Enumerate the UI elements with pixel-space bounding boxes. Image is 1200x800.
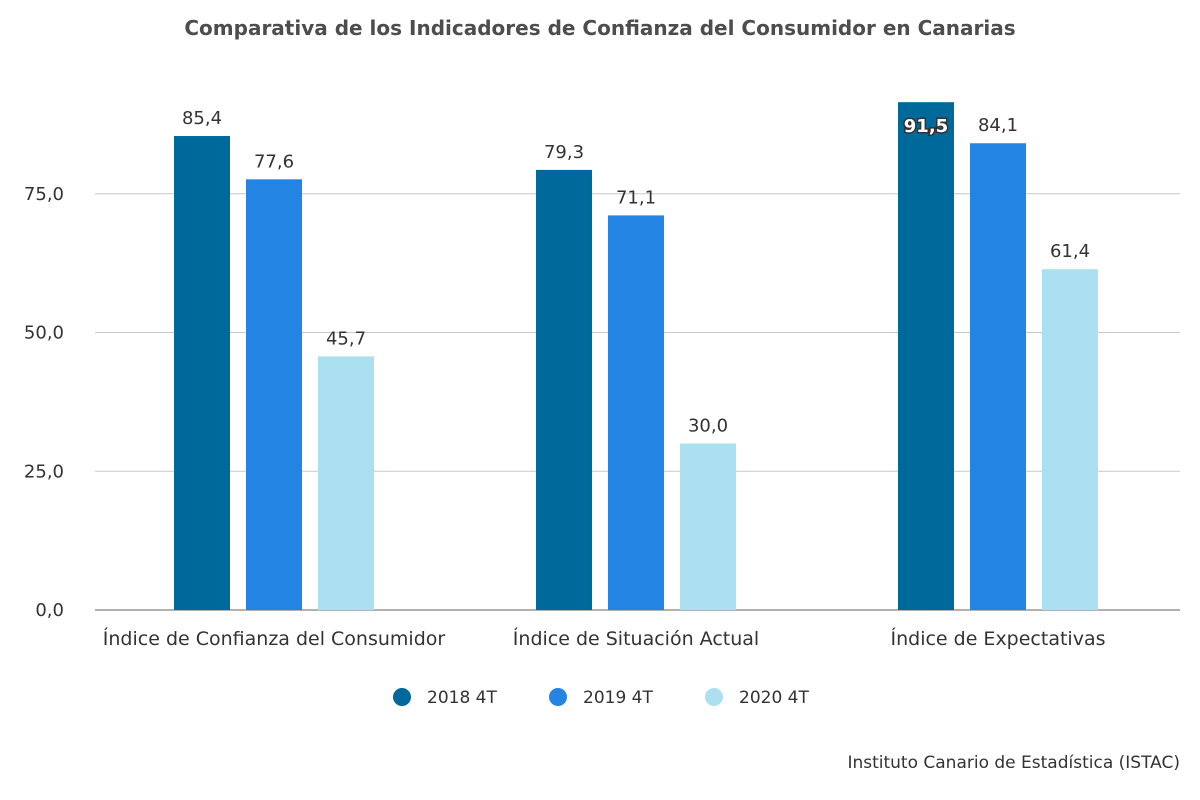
y-tick-label: 25,0 xyxy=(24,461,64,482)
bar-2018-4t-2[interactable] xyxy=(536,169,592,610)
bar-2018-4t-3[interactable] xyxy=(898,102,954,611)
bar-2020-4t-3[interactable] xyxy=(1042,269,1098,610)
y-tick-label: 75,0 xyxy=(24,184,64,205)
category-label: Índice de Expectativas xyxy=(890,627,1105,650)
data-label: 77,6 xyxy=(254,151,294,172)
y-tick-label: 50,0 xyxy=(24,323,64,344)
legend-label: 2018 4T xyxy=(427,688,497,708)
y-axis-ticks: 0,0 25,0 50,0 75,0 xyxy=(24,184,64,621)
legend-marker xyxy=(549,688,567,706)
data-label: 45,7 xyxy=(326,328,366,349)
category-label: Índice de Confianza del Consumidor xyxy=(103,627,446,650)
legend-marker xyxy=(393,688,411,706)
legend-item-2019-4t[interactable]: 2019 4T xyxy=(549,688,653,708)
bar-2019-4t-3[interactable] xyxy=(970,143,1026,610)
bar-2020-4t-2[interactable] xyxy=(680,443,736,611)
legend-item-2020-4t[interactable]: 2020 4T xyxy=(705,688,809,708)
bar-2018-4t-1[interactable] xyxy=(174,136,230,610)
data-label: 71,1 xyxy=(616,187,656,208)
bar-2019-4t-2[interactable] xyxy=(608,215,664,610)
bars xyxy=(174,102,1098,611)
chart-title: Comparativa de los Indicadores de Confia… xyxy=(184,16,1015,40)
category-label: Índice de Situación Actual xyxy=(513,627,759,650)
data-label: 85,4 xyxy=(182,108,222,129)
legend-label: 2020 4T xyxy=(739,688,809,708)
y-tick-label: 0,0 xyxy=(35,600,64,621)
data-label: 61,4 xyxy=(1050,241,1090,262)
credits-text[interactable]: Instituto Canario de Estadística (ISTAC) xyxy=(847,753,1180,773)
legend-label: 2019 4T xyxy=(583,688,653,708)
x-axis-categories: Índice de Confianza del Consumidor Índice… xyxy=(103,627,1106,650)
legend-marker xyxy=(705,688,723,706)
data-label: 30,0 xyxy=(688,416,728,437)
data-label: 84,1 xyxy=(978,115,1018,136)
data-labels: 85,4 79,3 91,5 77,6 71,1 84,1 45,7 30,0 61,4 xyxy=(182,108,1090,436)
data-label: 91,5 xyxy=(904,116,948,137)
data-label: 79,3 xyxy=(544,142,584,163)
legend[interactable]: 2018 4T 2019 4T 2020 4T xyxy=(393,688,809,708)
legend-item-2018-4t[interactable]: 2018 4T xyxy=(393,688,497,708)
bar-2019-4t-1[interactable] xyxy=(246,179,302,610)
bar-2020-4t-1[interactable] xyxy=(318,356,374,610)
